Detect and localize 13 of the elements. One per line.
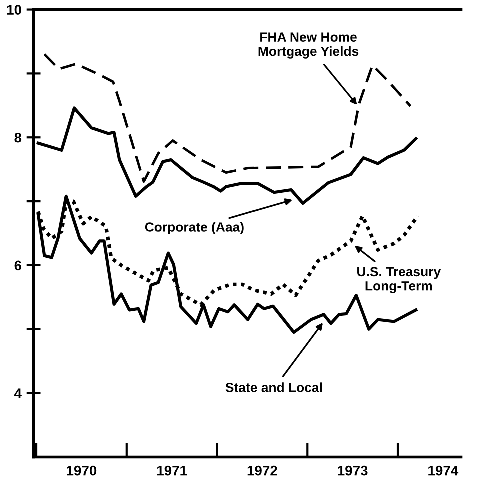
y-tick-label: 8	[14, 132, 22, 143]
x-tick-label: 1972	[248, 466, 278, 476]
y-tick-label: 6	[14, 260, 22, 271]
annotation: State and Local	[226, 382, 322, 392]
x-tick-label: 1971	[158, 466, 188, 476]
annotation: Corporate (Aaa)	[145, 222, 244, 235]
y-tick-label: 10	[7, 5, 22, 15]
x-tick-label: 1970	[67, 466, 97, 476]
x-tick-label: 1973	[338, 466, 368, 476]
annotation: FHA New Home Mortgage Yields	[258, 32, 359, 59]
annotation: U.S. Treasury Long-Term	[358, 267, 442, 294]
x-tick-label: 1974	[428, 466, 459, 476]
y-tick-label: 4	[14, 388, 22, 398]
